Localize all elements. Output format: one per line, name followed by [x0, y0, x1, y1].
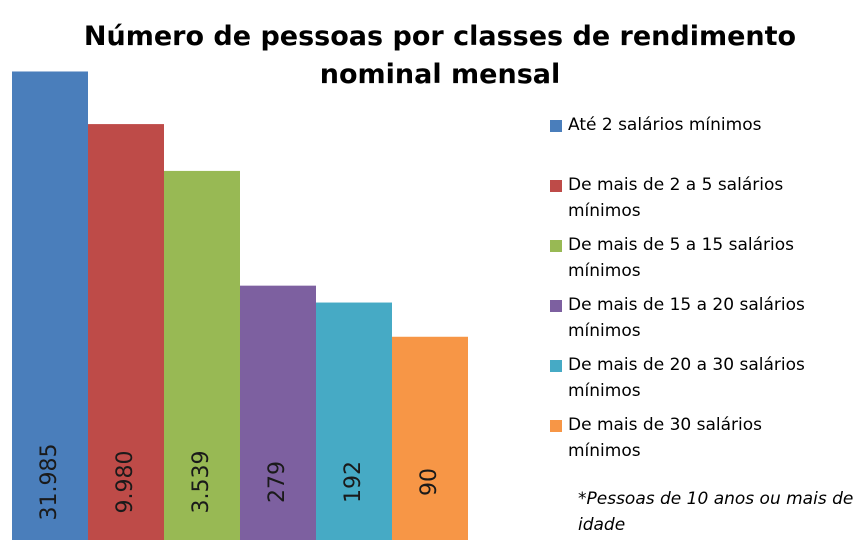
- legend-swatch: [550, 300, 562, 312]
- legend-item: De mais de 2 a 5 salários mínimos: [548, 172, 838, 232]
- legend-item: De mais de 15 a 20 salários mínimos: [548, 292, 838, 352]
- legend-swatch: [550, 120, 562, 132]
- legend-label: De mais de 2 a 5 salários mínimos: [568, 175, 784, 221]
- bar: [392, 336, 468, 540]
- legend-label: De mais de 30 salários mínimos: [568, 415, 762, 461]
- legend-label: De mais de 20 a 30 salários mínimos: [568, 355, 805, 401]
- annotation: *Pessoas de 10 anos ou mais de idade: [578, 489, 854, 535]
- value-label: 279: [265, 461, 290, 503]
- legend-item: De mais de 30 salários mínimos: [548, 412, 838, 472]
- legend: Até 2 salários mínimos De mais de 2 a 5 s…: [548, 112, 838, 472]
- bar: [240, 285, 316, 540]
- value-label: 9.980: [113, 451, 138, 514]
- value-label: 90: [417, 468, 442, 496]
- bar: [12, 71, 88, 540]
- value-label: 3.539: [189, 451, 214, 514]
- legend-swatch: [550, 180, 562, 192]
- bar: [88, 124, 164, 540]
- legend-label: De mais de 15 a 20 salários mínimos: [568, 295, 805, 341]
- value-label: 31.985: [37, 444, 62, 521]
- legend-label: Até 2 salários mínimos: [568, 115, 762, 135]
- legend-swatch: [550, 420, 562, 432]
- legend-label: De mais de 5 a 15 salários mínimos: [568, 235, 795, 281]
- legend-item: Até 2 salários mínimos: [548, 112, 838, 172]
- bar: [164, 170, 240, 540]
- legend-swatch: [550, 360, 562, 372]
- legend-item: De mais de 5 a 15 salários mínimos: [548, 232, 838, 292]
- bar: [316, 302, 392, 540]
- chart-title: Número de pessoas por classes de rendime…: [83, 21, 797, 90]
- value-label: 192: [341, 461, 366, 503]
- legend-swatch: [550, 240, 562, 252]
- legend-item: De mais de 20 a 30 salários mínimos: [548, 352, 838, 412]
